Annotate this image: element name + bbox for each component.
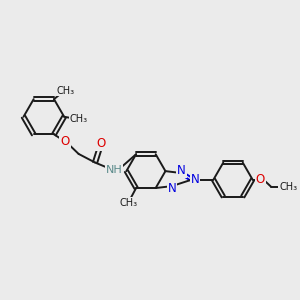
Text: O: O — [96, 137, 105, 150]
Text: N: N — [191, 173, 200, 186]
Text: CH₃: CH₃ — [279, 182, 297, 192]
Text: N: N — [177, 164, 186, 177]
Text: CH₃: CH₃ — [57, 85, 75, 96]
Text: CH₃: CH₃ — [120, 198, 138, 208]
Text: O: O — [256, 173, 265, 186]
Text: CH₃: CH₃ — [70, 114, 88, 124]
Text: O: O — [60, 135, 70, 148]
Text: NH: NH — [105, 165, 122, 175]
Text: N: N — [167, 182, 176, 195]
